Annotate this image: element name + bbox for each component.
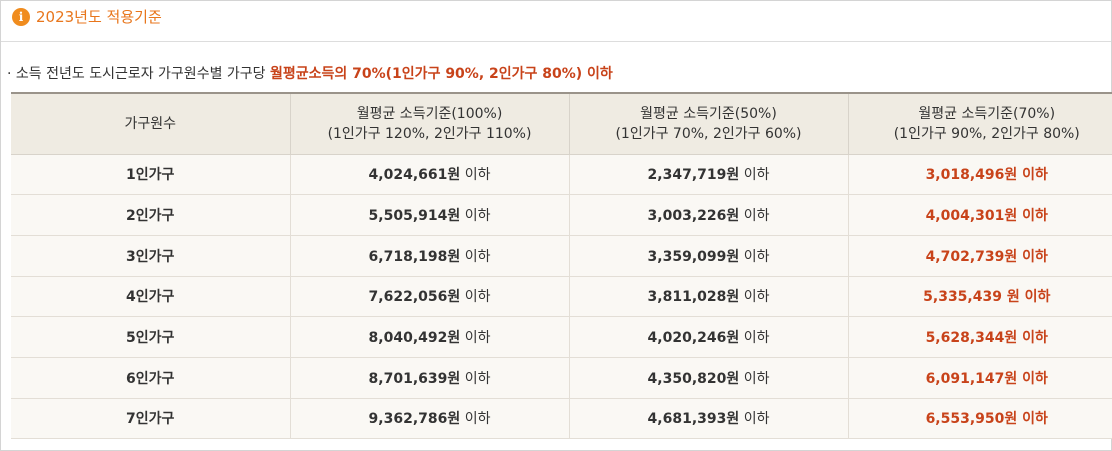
table-row: 3인가구 6,718,198원 이하 3,359,099원 이하 4,702,7… [11,235,1112,277]
income-criteria-table: 가구원수 월평균 소득기준(100%) (1인가구 120%, 2인가구 110%… [11,92,1112,440]
household-size-cell: 3인가구 [11,235,290,277]
header-criteria-70: 월평균 소득기준(70%) (1인가구 90%, 2인가구 80%) [847,92,1112,155]
criteria-100-cell: 6,718,198원 이하 [289,235,569,277]
criteria-70-cell: 5,335,439 원 이하 [847,276,1112,318]
household-size-cell: 4인가구 [11,276,290,318]
household-size-cell: 7인가구 [11,398,290,440]
criteria-70-cell: 3,018,496원 이하 [847,154,1112,196]
table-header-row: 가구원수 월평균 소득기준(100%) (1인가구 120%, 2인가구 110%… [11,92,1112,155]
table-row: 4인가구 7,622,056원 이하 3,811,028원 이하 5,335,4… [11,276,1112,318]
table-row: 1인가구 4,024,661원 이하 2,347,719원 이하 3,018,4… [11,154,1112,196]
household-size-cell: 2인가구 [11,194,290,236]
criteria-100-cell: 8,701,639원 이하 [289,357,569,399]
criteria-100-cell: 7,622,056원 이하 [289,276,569,318]
note-highlight: 월평균소득의 70%(1인가구 90%, 2인가구 80%) 이하 [270,66,613,82]
criteria-100-cell: 4,024,661원 이하 [289,154,569,196]
household-size-cell: 6인가구 [11,357,290,399]
household-size-cell: 5인가구 [11,316,290,358]
criteria-70-cell: 6,091,147원 이하 [847,357,1112,399]
income-note: · 소득 전년도 도시근로자 가구원수별 가구당 월평균소득의 70%(1인가구… [7,64,613,84]
info-icon: i [12,8,30,26]
panel-header: i 2023년도 적용기준 [1,1,1111,42]
criteria-50-cell: 4,681,393원 이하 [568,398,848,440]
household-size-cell: 1인가구 [11,154,290,196]
table-row: 5인가구 8,040,492원 이하 4,020,246원 이하 5,628,3… [11,316,1112,358]
header-criteria-50: 월평균 소득기준(50%) (1인가구 70%, 2인가구 60%) [568,92,848,155]
criteria-70-cell: 4,004,301원 이하 [847,194,1112,236]
table-row: 6인가구 8,701,639원 이하 4,350,820원 이하 6,091,1… [11,357,1112,399]
criteria-70-cell: 5,628,344원 이하 [847,316,1112,358]
criteria-50-cell: 3,359,099원 이하 [568,235,848,277]
criteria-70-cell: 4,702,739원 이하 [847,235,1112,277]
criteria-100-cell: 5,505,914원 이하 [289,194,569,236]
header-criteria-100: 월평균 소득기준(100%) (1인가구 120%, 2인가구 110%) [289,92,569,155]
criteria-50-cell: 3,811,028원 이하 [568,276,848,318]
header-household-size: 가구원수 [11,92,290,155]
table-row: 2인가구 5,505,914원 이하 3,003,226원 이하 4,004,3… [11,194,1112,236]
criteria-100-cell: 9,362,786원 이하 [289,398,569,440]
criteria-50-cell: 4,020,246원 이하 [568,316,848,358]
panel-title: 2023년도 적용기준 [36,8,162,26]
criteria-50-cell: 2,347,719원 이하 [568,154,848,196]
criteria-100-cell: 8,040,492원 이하 [289,316,569,358]
table-row: 7인가구 9,362,786원 이하 4,681,393원 이하 6,553,9… [11,398,1112,440]
criteria-70-cell: 6,553,950원 이하 [847,398,1112,440]
criteria-50-cell: 3,003,226원 이하 [568,194,848,236]
note-prefix: · 소득 전년도 도시근로자 가구원수별 가구당 [7,66,270,82]
criteria-50-cell: 4,350,820원 이하 [568,357,848,399]
